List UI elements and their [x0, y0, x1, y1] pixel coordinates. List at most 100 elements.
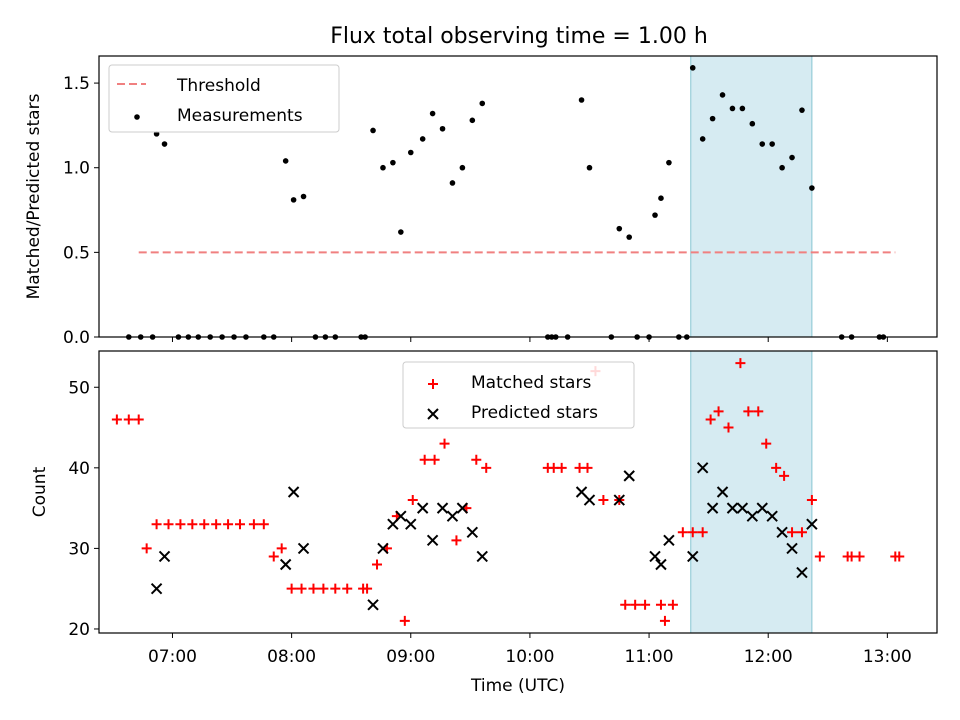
matched-star-point: [761, 438, 772, 449]
measurement-point: [719, 92, 726, 98]
predicted-star-point: [476, 550, 488, 563]
y-tick-label: 0.0: [63, 328, 90, 348]
matched-star-point: [743, 406, 754, 417]
x-tick-label: 11:00: [625, 647, 674, 667]
matched-star-point: [111, 414, 122, 425]
legend-measurement-swatch: [134, 114, 140, 120]
chart-title: Flux total observing time = 1.00 h: [330, 24, 708, 49]
matched-star-point: [713, 406, 724, 417]
predicted-star-point: [716, 486, 729, 498]
matched-star-point: [258, 519, 269, 530]
matched-star-point: [362, 583, 373, 594]
legend-label: Matched stars: [471, 373, 591, 393]
matched-star-point: [677, 527, 688, 538]
measurement-point: [666, 159, 672, 166]
matched-star-point: [556, 462, 567, 473]
measurement-point: [739, 105, 746, 112]
measurement-point: [689, 65, 696, 71]
measurement-point: [459, 164, 466, 171]
predicted-star-point: [655, 558, 667, 571]
matched-star-point: [318, 583, 329, 594]
matched-star-point: [141, 543, 152, 554]
predicted-star-point: [426, 534, 439, 547]
matched-star-point: [705, 414, 716, 425]
predicted-star-point: [279, 558, 292, 571]
measurement-point: [699, 136, 706, 142]
measurement-point: [469, 117, 476, 124]
measurement-point: [809, 185, 815, 191]
legend-box: [402, 361, 635, 429]
predicted-star-point: [696, 462, 709, 474]
matched-star-point: [187, 519, 198, 530]
matched-star-point: [471, 454, 482, 465]
measurement-point: [380, 164, 386, 171]
predicted-star-point: [416, 502, 429, 514]
matched-star-point: [399, 615, 410, 626]
predicted-star-point: [756, 502, 768, 514]
x-axis-label: Time (UTC): [470, 676, 565, 696]
matched-star-point: [655, 599, 666, 610]
predicted-star-point: [297, 542, 310, 555]
predicted-star-point: [287, 486, 300, 498]
measurement-point: [419, 136, 426, 142]
matched-star-point: [248, 519, 259, 530]
matched-star-point: [223, 519, 234, 530]
predicted-star-point: [150, 582, 163, 595]
measurement-point: [282, 158, 289, 164]
predicted-star-point: [786, 542, 798, 555]
predicted-star-point: [776, 526, 788, 538]
predicted-star-point: [456, 502, 469, 514]
measurement-point: [398, 229, 404, 235]
predicted-star-point: [806, 518, 818, 530]
predicted-star-point: [746, 510, 759, 522]
predicted-star-point: [377, 542, 389, 555]
y-axis-label: Matched/Predicted stars: [24, 93, 44, 299]
matched-star-point: [894, 551, 905, 562]
x-tick-label: 07:00: [148, 647, 197, 667]
matched-star-point: [481, 462, 492, 473]
predicted-star-point: [405, 518, 417, 530]
matched-star-point: [308, 583, 319, 594]
matched-star-point: [407, 495, 418, 506]
y-tick-label: 40: [68, 459, 90, 479]
matched-star-point: [234, 519, 245, 530]
legend-predicted-swatch: [427, 408, 439, 420]
measurement-point: [429, 110, 436, 117]
measurement-point: [709, 115, 716, 122]
measurement-point: [789, 154, 795, 161]
measurement-point: [578, 97, 585, 103]
matched-star-point: [667, 599, 678, 610]
y-tick-label: 1.5: [63, 74, 90, 94]
matched-star-point: [723, 422, 734, 433]
y-tick-label: 50: [68, 378, 90, 398]
matched-star-point: [779, 470, 790, 481]
predicted-star-point: [687, 550, 699, 563]
highlight-span: [690, 55, 813, 338]
axes-frame: [98, 350, 938, 634]
bottom-panel: 20 30 40 50 07:00 08:00 09:00 10:00 11:00 12:00 13…: [30, 350, 938, 696]
legend: Threshold Measurements: [108, 64, 340, 133]
matched-star-point: [199, 519, 210, 530]
y-axis-label: Count: [30, 466, 50, 517]
legend-label: Measurements: [177, 106, 303, 126]
y-tick-label: 20: [68, 620, 90, 640]
measurement-point: [729, 105, 736, 112]
predicted-star-point: [446, 510, 459, 522]
x-tick-label: 08:00: [267, 647, 316, 667]
matched-star-point: [372, 559, 383, 570]
predicted-star-point: [367, 599, 379, 611]
matched-star-point: [687, 527, 698, 538]
measurement-point: [300, 193, 307, 200]
measurement-point: [759, 141, 766, 147]
predicted-star-point: [663, 534, 675, 547]
series-matched-stars: [111, 358, 905, 626]
matched-star-point: [429, 454, 440, 465]
matched-star-point: [640, 599, 651, 610]
matched-star-point: [342, 583, 353, 594]
matched-star-point: [787, 527, 798, 538]
matched-star-point: [854, 551, 865, 562]
matched-star-point: [582, 462, 593, 473]
matched-star-point: [659, 615, 670, 626]
matched-star-point: [151, 519, 162, 530]
matched-star-point: [123, 414, 134, 425]
